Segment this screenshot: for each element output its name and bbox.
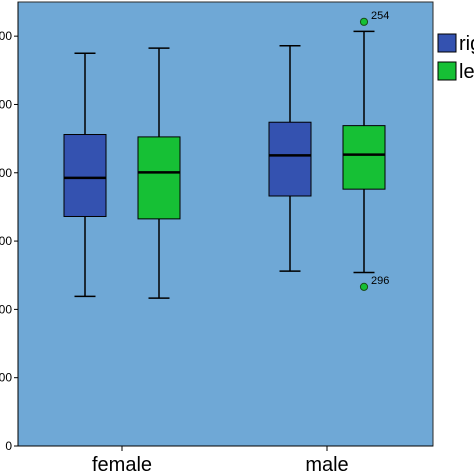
y-tick-label: 400 bbox=[0, 302, 12, 316]
box-right-male bbox=[268, 44, 312, 272]
outlier-label: 254 bbox=[371, 10, 389, 22]
y-axis-ticks: 0 200 400 600 800 1000 1200 bbox=[0, 29, 18, 453]
outlier-label: 296 bbox=[371, 275, 389, 287]
x-tick-label-male: male bbox=[305, 454, 348, 474]
y-tick-label: 600 bbox=[0, 234, 12, 248]
legend-swatch-left bbox=[437, 61, 457, 81]
outlier-point bbox=[359, 282, 369, 291]
box-series: 254 296 bbox=[63, 10, 389, 299]
x-tick-label-female: female bbox=[92, 454, 152, 474]
y-tick-label: 800 bbox=[0, 166, 12, 180]
iqr-box bbox=[63, 134, 107, 217]
x-axis-ticks: female male bbox=[92, 446, 349, 474]
legend-label-right: right bbox=[459, 33, 474, 55]
legend: right left bbox=[437, 33, 474, 83]
box-right-female bbox=[63, 52, 107, 298]
box-left-male: 254 296 bbox=[342, 10, 389, 291]
outlier-point bbox=[359, 17, 369, 26]
iqr-box bbox=[137, 136, 181, 220]
legend-label-left: left bbox=[459, 61, 474, 83]
plot-area bbox=[17, 1, 434, 447]
iqr-box bbox=[268, 121, 312, 197]
y-tick-label: 0 bbox=[5, 439, 12, 453]
box-left-female bbox=[137, 47, 181, 299]
y-tick-label: 1000 bbox=[0, 97, 12, 111]
legend-swatch-right bbox=[437, 33, 457, 53]
iqr-box bbox=[342, 125, 386, 190]
y-tick-label: 200 bbox=[0, 371, 12, 385]
y-tick-label: 1200 bbox=[0, 29, 12, 43]
